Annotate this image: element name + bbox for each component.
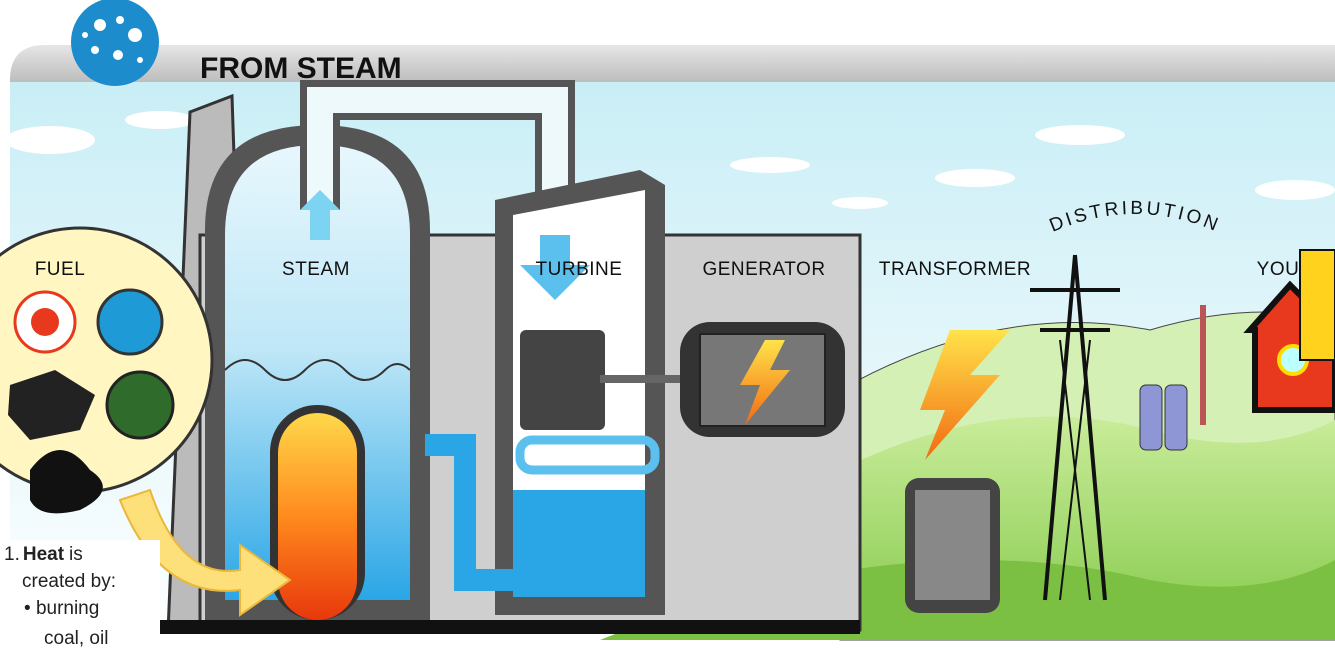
shape bbox=[730, 157, 810, 173]
shape bbox=[128, 28, 142, 42]
shape bbox=[113, 50, 123, 60]
label: FUEL bbox=[35, 259, 86, 280]
shape bbox=[107, 372, 173, 438]
shape bbox=[600, 375, 690, 383]
shape bbox=[71, 0, 159, 86]
label: STEAM bbox=[282, 259, 350, 280]
label: GENERATOR bbox=[702, 259, 825, 280]
shape bbox=[935, 169, 1015, 187]
step-bullet: • burning bbox=[24, 598, 99, 619]
label: YOU bbox=[1257, 259, 1300, 280]
shape bbox=[1165, 385, 1187, 450]
label: TURBINE bbox=[536, 259, 623, 280]
shape bbox=[915, 490, 990, 600]
shape bbox=[1255, 180, 1335, 200]
shape bbox=[5, 126, 95, 154]
shape bbox=[1035, 125, 1125, 145]
diagram: FROM STEAM FUEL STEAM TURBINE GENERATOR … bbox=[0, 0, 1335, 654]
shape bbox=[116, 16, 124, 24]
logo bbox=[71, 0, 159, 86]
shape bbox=[98, 290, 162, 354]
shape bbox=[1200, 305, 1206, 425]
shape bbox=[520, 330, 605, 430]
shape bbox=[125, 111, 195, 129]
shape bbox=[160, 620, 860, 634]
shape bbox=[1300, 250, 1335, 360]
shape bbox=[513, 490, 645, 597]
shape bbox=[82, 32, 88, 38]
shape bbox=[137, 57, 143, 63]
label: TRANSFORMER bbox=[879, 259, 1031, 280]
step-line: created by: bbox=[22, 571, 116, 592]
shape bbox=[94, 19, 106, 31]
shape bbox=[520, 330, 605, 430]
step-number: 1. bbox=[4, 544, 20, 565]
step-bold: Heat bbox=[23, 544, 65, 565]
bullet-text: burning bbox=[36, 598, 99, 619]
shape bbox=[91, 46, 99, 54]
shape bbox=[278, 413, 357, 620]
step-text: is bbox=[69, 544, 83, 565]
shape bbox=[832, 197, 888, 209]
shape bbox=[1140, 385, 1162, 450]
bullet-text: coal, oil bbox=[44, 628, 108, 649]
shape bbox=[31, 308, 59, 336]
